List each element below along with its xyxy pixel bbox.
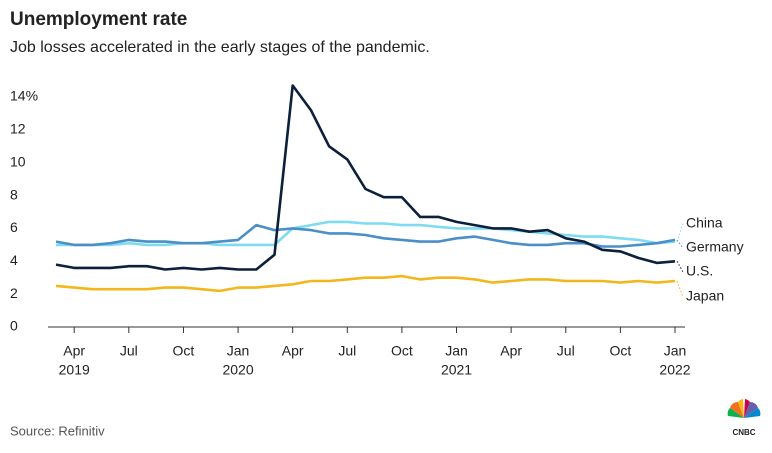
x-tick-year: 2019 xyxy=(59,362,90,378)
x-tick-label: Apr xyxy=(63,343,85,359)
x-tick-label: Jul xyxy=(338,343,356,359)
y-tick-label: 4 xyxy=(10,252,18,268)
series-line xyxy=(56,220,676,247)
x-tick-label: Oct xyxy=(609,343,631,359)
legend-label: Japan xyxy=(686,288,724,304)
legend-label: China xyxy=(686,215,723,231)
series-line xyxy=(55,223,676,248)
x-tick-label: Jan xyxy=(664,343,687,359)
logo-text: CNBC xyxy=(732,428,755,437)
x-tick-label: Jul xyxy=(557,343,575,359)
legend-connector xyxy=(676,280,684,298)
series-line xyxy=(55,84,676,271)
logo xyxy=(727,399,761,418)
x-tick-year: 2021 xyxy=(441,362,472,378)
legend-label: U.S. xyxy=(686,263,713,279)
x-tick-year: 2022 xyxy=(659,362,690,378)
y-tick-label: 14% xyxy=(10,88,38,104)
x-tick-label: Jan xyxy=(445,343,468,359)
x-tick-label: Jul xyxy=(120,343,138,359)
y-tick-label: 10 xyxy=(10,153,26,169)
y-tick-label: 2 xyxy=(10,285,18,301)
legend-connector xyxy=(676,261,684,273)
legend-connector xyxy=(676,239,684,249)
x-tick-label: Apr xyxy=(282,343,304,359)
x-tick-label: Apr xyxy=(500,343,522,359)
y-tick-label: 0 xyxy=(10,318,18,334)
chart-subtitle: Job losses accelerated in the early stag… xyxy=(10,39,430,56)
y-tick-label: 8 xyxy=(10,186,18,202)
y-tick-label: 12 xyxy=(10,121,26,137)
x-tick-label: Jan xyxy=(227,343,250,359)
x-tick-label: Oct xyxy=(173,343,195,359)
series-line xyxy=(55,274,676,293)
source: Source: Refinitiv xyxy=(10,423,105,438)
chart-title: Unemployment rate xyxy=(10,9,187,30)
y-tick-label: 6 xyxy=(10,219,18,235)
x-tick-year: 2020 xyxy=(222,362,253,378)
legend-label: Germany xyxy=(686,239,744,255)
x-tick-label: Oct xyxy=(391,343,413,359)
legend-connector xyxy=(676,223,684,242)
